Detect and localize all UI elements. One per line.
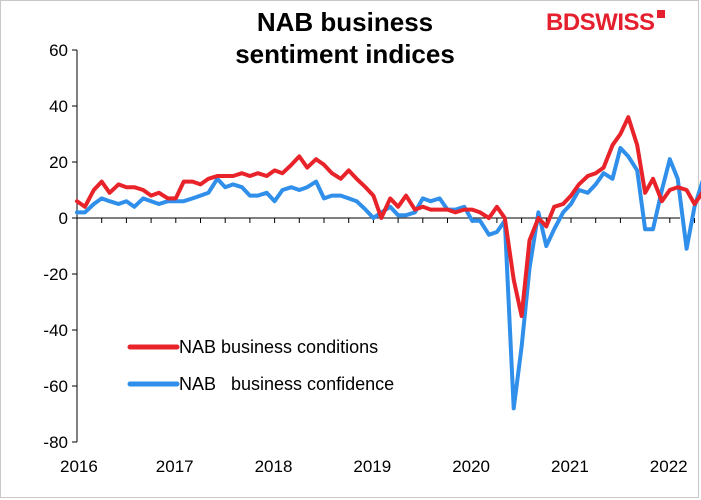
- y-tick-label: -20: [43, 265, 68, 284]
- x-tick-label: 2017: [156, 457, 194, 476]
- y-tick-label: 60: [49, 41, 68, 60]
- x-tick-label: 2020: [452, 457, 490, 476]
- y-tick-label: 0: [59, 209, 68, 228]
- x-tick-label: 2018: [255, 457, 293, 476]
- y-tick-label: 20: [49, 153, 68, 172]
- axes: -80 -60 -40 -20 0 20 40 60 2016 2017 2018 2019 2020 2…: [43, 41, 695, 476]
- legend-label-0: NAB business conditions: [179, 337, 378, 357]
- chart-title: NAB business sentiment indices: [150, 6, 540, 70]
- y-tick-label: 40: [49, 97, 68, 116]
- legend-label-1: NAB business confidence: [179, 374, 394, 394]
- legend: NAB business conditions NAB business conf…: [127, 337, 394, 394]
- logo-text: BDSWISS: [546, 9, 655, 36]
- series-line-1: [75, 146, 701, 411]
- title-line-2: sentiment indices: [235, 39, 455, 69]
- x-tick-label: 2021: [551, 457, 589, 476]
- y-tick-label: -40: [43, 321, 68, 340]
- bdswiss-logo: BDSWISS: [546, 9, 665, 37]
- y-tick-label: -80: [43, 433, 68, 452]
- title-line-1: NAB business: [256, 7, 434, 37]
- logo-cross-icon: [656, 10, 665, 18]
- y-tick-label: -60: [43, 377, 68, 396]
- x-tick-label: 2019: [353, 457, 391, 476]
- x-tick-label: 2022: [650, 457, 688, 476]
- series-line-0: [75, 115, 701, 318]
- series-lines: [75, 115, 701, 411]
- x-tick-label: 2016: [60, 457, 98, 476]
